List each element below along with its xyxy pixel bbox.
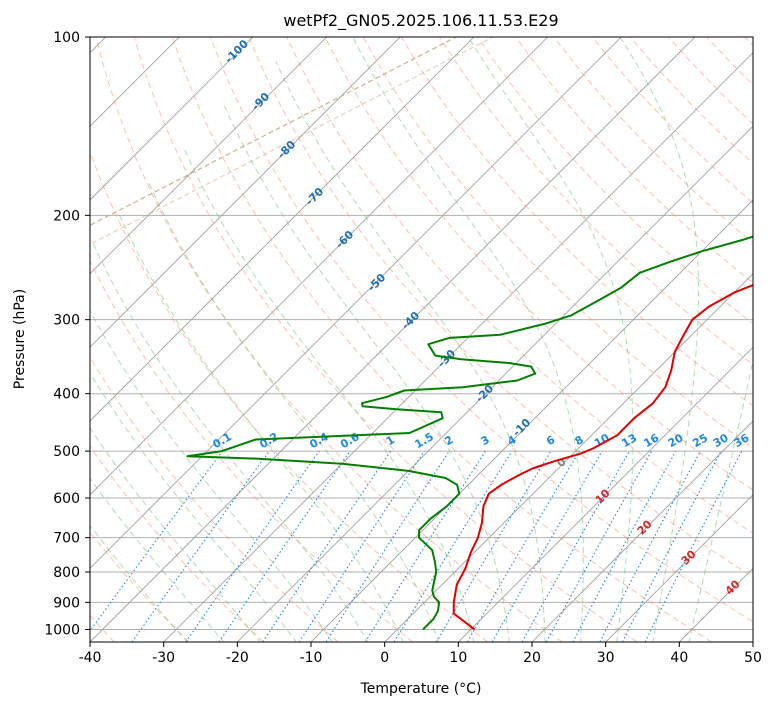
- dry-adiabat-line: [324, 37, 753, 491]
- y-tick-label: 500: [53, 444, 80, 460]
- moist-adiabat-line: [90, 524, 188, 642]
- mixing-ratio-line: [90, 450, 223, 632]
- dry-adiabat-line: [515, 37, 753, 284]
- isotherm-line: [90, 37, 622, 569]
- y-tick-label: 600: [53, 491, 80, 507]
- moist-adiabat-line: [223, 104, 510, 642]
- moist-adiabat-line: [90, 427, 261, 642]
- x-axis-ticks: -40 -30 -20 -10 0 10 20 30 40 50: [79, 642, 762, 666]
- dry-adiabat-line: [248, 37, 753, 578]
- isotherm-line: [90, 37, 696, 642]
- isotherm-line: [163, 52, 753, 642]
- y-tick-label: 200: [53, 208, 80, 224]
- x-tick-label: -20: [226, 650, 249, 666]
- mixing-ratio-line: [131, 450, 270, 642]
- moist-adiabat-line: [90, 371, 297, 642]
- y-tick-label: 400: [53, 387, 80, 403]
- x-tick-label: -10: [300, 650, 323, 666]
- dry-adiabat-line: [286, 37, 753, 534]
- moist-adiabat-line: [467, 37, 634, 642]
- x-tick-label: 0: [380, 650, 389, 666]
- y-tick-label: 1000: [44, 622, 80, 638]
- x-tick-label: 40: [670, 650, 688, 666]
- isotherm-line: [605, 494, 753, 642]
- mixing-ratio-line: [572, 450, 677, 642]
- moist-adiabat-line: [91, 239, 369, 642]
- mixing-ratio-line: [218, 450, 351, 642]
- mixing-ratio-line: [545, 450, 653, 642]
- x-tick-label: 20: [523, 650, 541, 666]
- mixing-ratio-line: [185, 450, 320, 642]
- moist-adiabat-line: [619, 37, 699, 642]
- plot-frame: [89, 36, 754, 643]
- y-tick-label: 700: [53, 531, 80, 547]
- isotherm-line: [90, 37, 475, 422]
- mixing-ratio-line: [298, 450, 425, 642]
- isotherm-line: [384, 273, 753, 642]
- mixing-ratio-line: [262, 450, 392, 642]
- y-tick-label: 800: [53, 565, 80, 581]
- y-axis-label: Pressure (hPa): [12, 289, 28, 389]
- dry-adiabat-line: [90, 445, 264, 642]
- moist-adiabat-line: [119, 215, 404, 642]
- background-lines: [90, 37, 753, 642]
- profile-line: [186, 235, 753, 631]
- x-tick-label: 10: [449, 650, 467, 666]
- dry-adiabat-line: [90, 356, 339, 642]
- y-tick-label: 100: [53, 30, 80, 46]
- x-axis-label: Temperature (°C): [360, 681, 482, 697]
- isotherm-line: [90, 37, 548, 496]
- y-axis-ticks: 100 200 300 400 500 600 700 800 900 1000: [44, 30, 90, 638]
- y-tick-label: 900: [53, 595, 80, 611]
- isotherm-line: [90, 37, 327, 275]
- isotherm-line: [531, 420, 753, 642]
- x-tick-label: -40: [79, 650, 102, 666]
- moist-adiabat-line: [184, 149, 475, 642]
- x-tick-label: 30: [597, 650, 615, 666]
- profile-series: [186, 235, 753, 631]
- isotherm-line: [458, 346, 753, 642]
- chart-title: wetPf2_GN05.2025.106.11.53.E29: [283, 11, 558, 31]
- dry-adiabat-line: [210, 37, 753, 623]
- x-tick-label: -30: [152, 650, 175, 666]
- dry-adiabat-line: [133, 37, 638, 642]
- dry-adiabat-line: [95, 37, 563, 642]
- mixing-ratio-line: [521, 450, 630, 642]
- x-tick-label: 50: [744, 650, 762, 666]
- mixing-ratio-line: [644, 450, 743, 642]
- moist-adiabat-line: [90, 309, 333, 642]
- profile-line: [452, 283, 753, 631]
- isotherm-line: [90, 37, 401, 348]
- moist-adiabat-line: [90, 477, 225, 642]
- moist-adiabat-line: [147, 180, 440, 642]
- mixing-ratio-line: [325, 450, 450, 642]
- moist-adiabat-line: [688, 358, 753, 642]
- isotherm-line: [90, 37, 254, 201]
- mixing-ratio-line: [393, 450, 513, 642]
- dry-adiabat-line: [90, 259, 414, 642]
- y-tick-label: 300: [53, 313, 80, 329]
- isotherm-line: [237, 125, 753, 642]
